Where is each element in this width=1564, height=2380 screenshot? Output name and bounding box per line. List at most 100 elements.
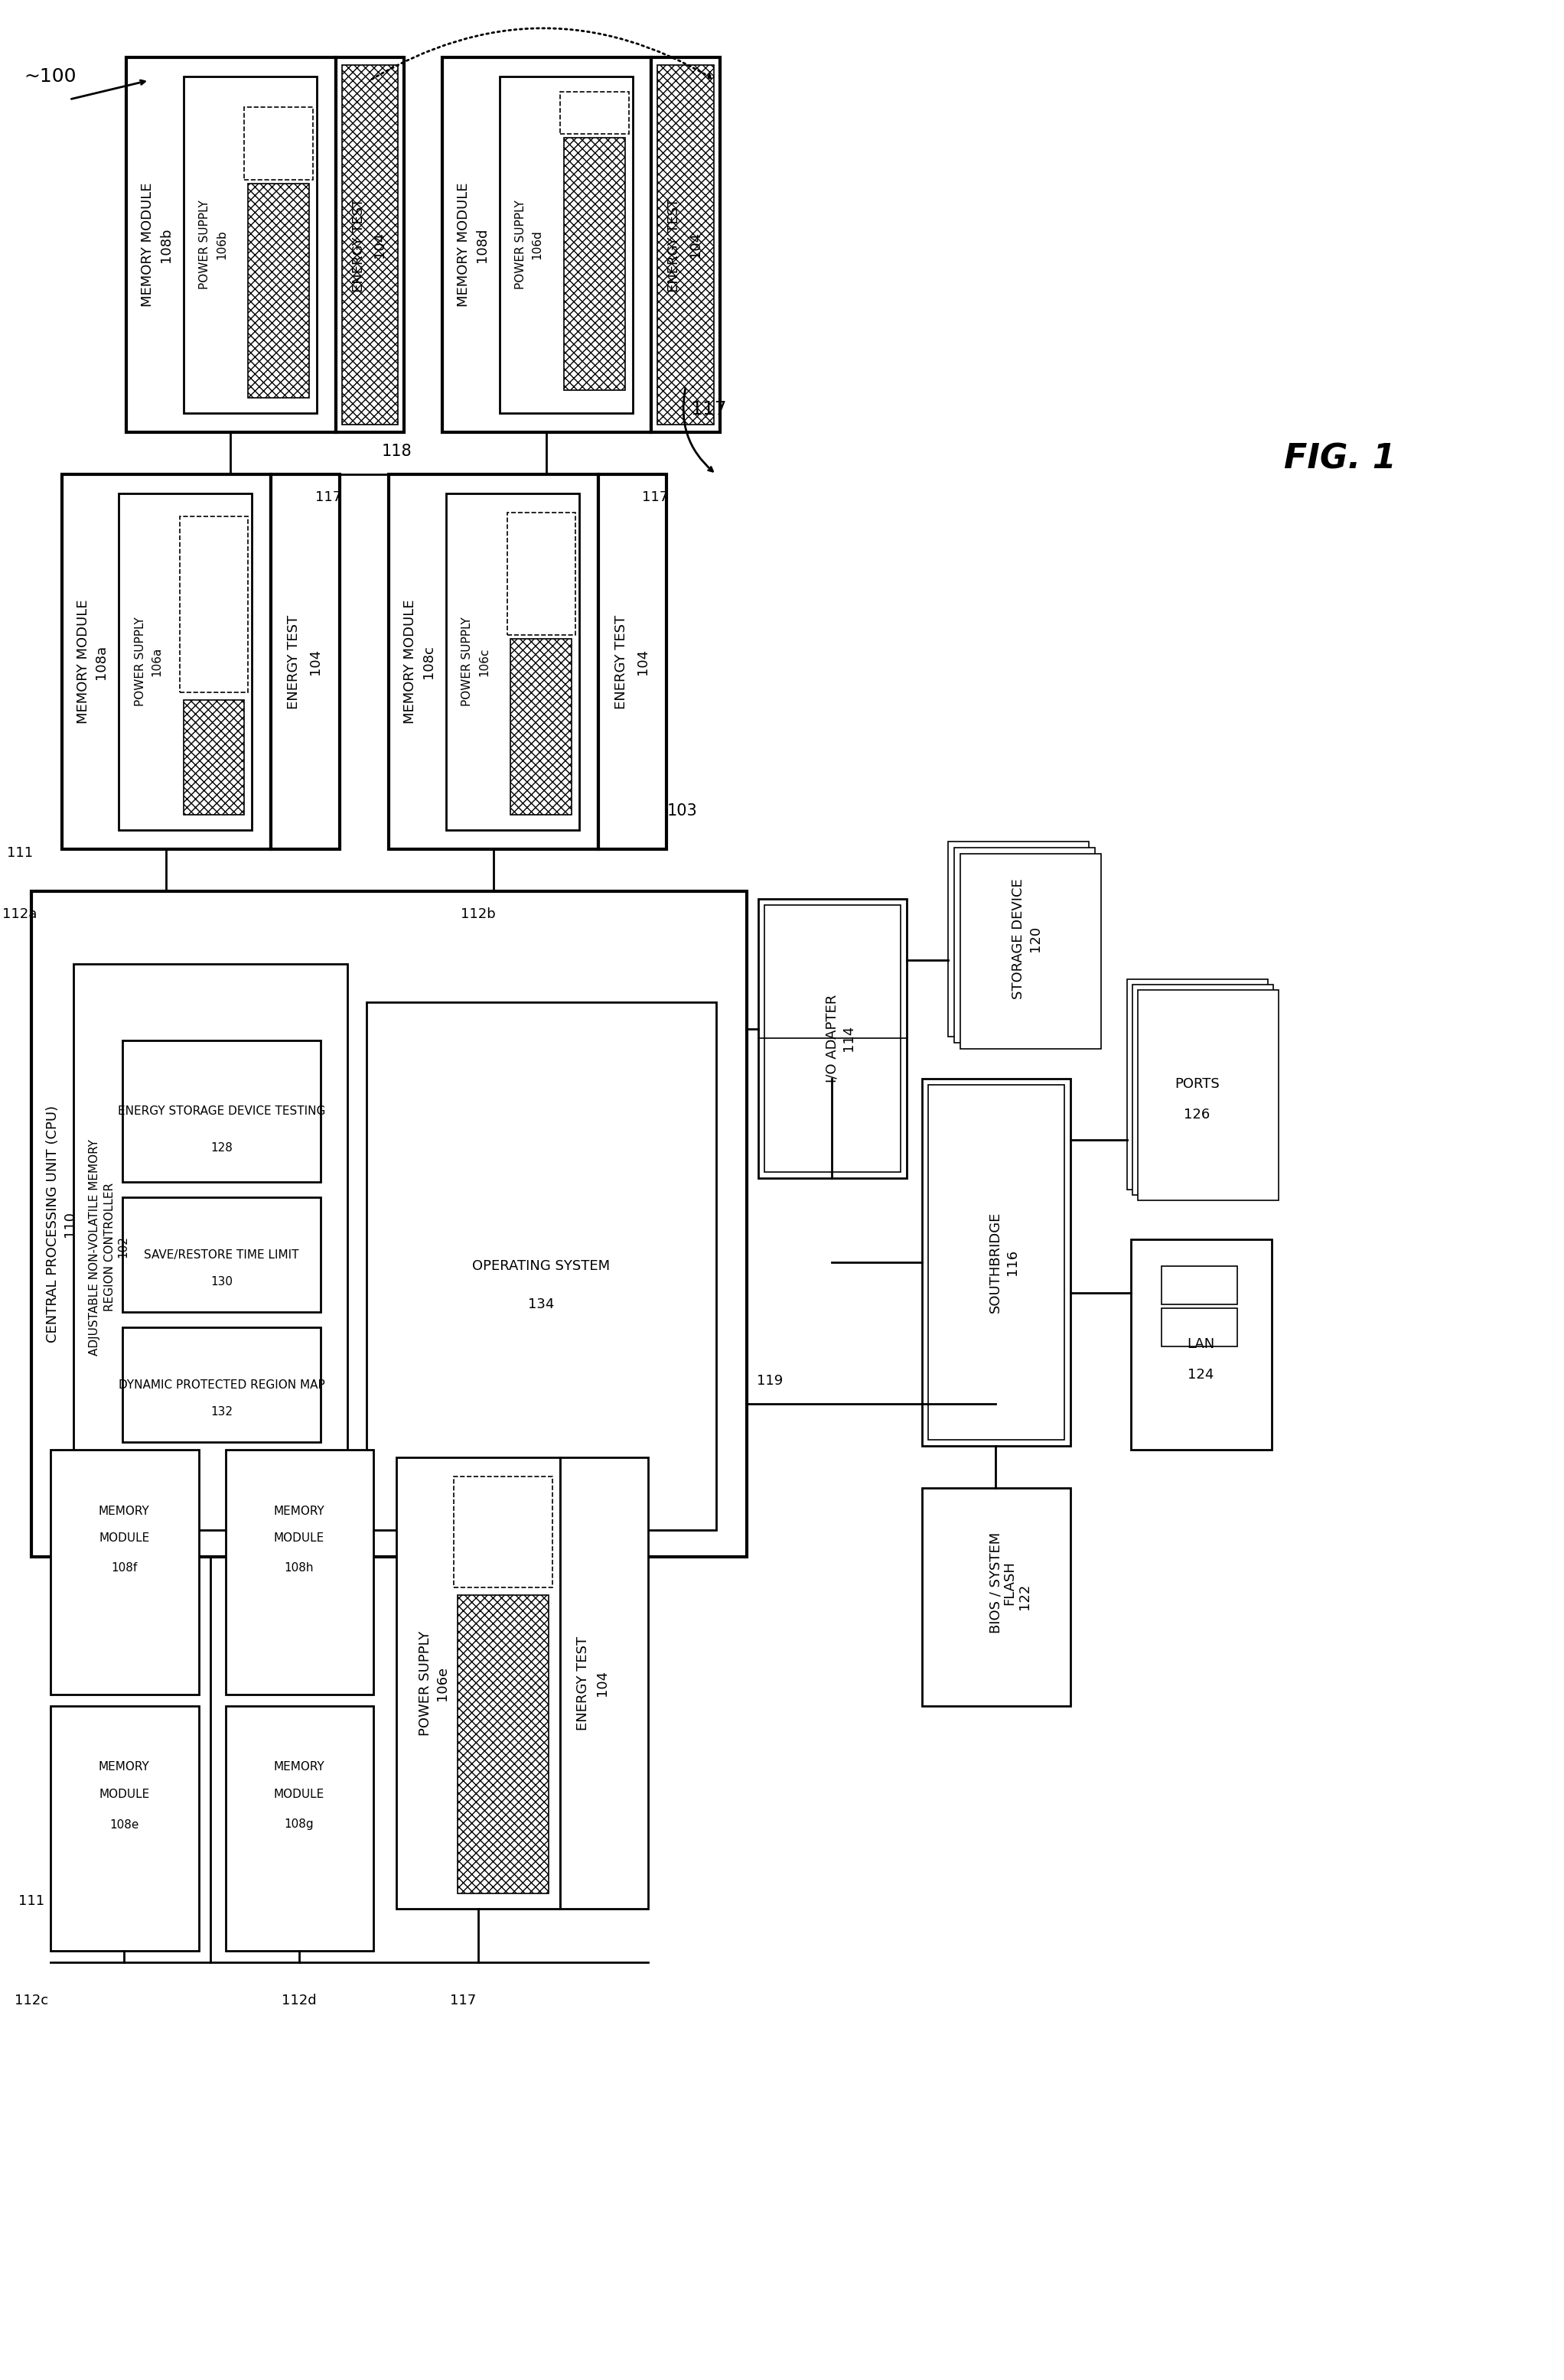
Text: STORAGE DEVICE: STORAGE DEVICE	[1012, 878, 1026, 1000]
Bar	[1162, 1266, 1237, 1304]
Text: ENERGY TEST: ENERGY TEST	[615, 614, 629, 709]
Bar	[765, 904, 901, 1171]
Text: I/O ADAPTER: I/O ADAPTER	[824, 995, 838, 1083]
Text: POWER SUPPLY: POWER SUPPLY	[419, 1630, 432, 1735]
Text: 106b: 106b	[216, 231, 227, 259]
Text: 106e: 106e	[435, 1666, 449, 1699]
Bar	[74, 964, 347, 1530]
Bar	[122, 1328, 321, 1442]
Text: 114: 114	[841, 1026, 856, 1052]
Text: FLASH: FLASH	[1003, 1561, 1017, 1604]
Text: MEMORY: MEMORY	[99, 1761, 150, 1773]
Text: ENERGY TEST: ENERGY TEST	[286, 614, 300, 709]
Text: 112b: 112b	[460, 907, 496, 921]
Text: MEMORY MODULE: MEMORY MODULE	[77, 600, 91, 724]
Text: MODULE: MODULE	[99, 1787, 150, 1799]
Text: SOUTHBRIDGE: SOUTHBRIDGE	[988, 1211, 1003, 1314]
Text: 132: 132	[211, 1407, 233, 1416]
Text: POWER SUPPLY: POWER SUPPLY	[199, 200, 211, 290]
Bar	[50, 1706, 199, 1952]
Bar	[183, 700, 244, 814]
Text: ENERGY TEST: ENERGY TEST	[576, 1635, 590, 1730]
Text: 106a: 106a	[152, 647, 163, 676]
Bar	[183, 76, 316, 414]
Bar	[927, 1085, 1064, 1440]
Text: 103: 103	[666, 804, 698, 819]
Bar	[1132, 985, 1273, 1195]
Bar	[249, 183, 310, 397]
Text: MEMORY MODULE: MEMORY MODULE	[457, 183, 471, 307]
Text: PORTS: PORTS	[1175, 1078, 1220, 1090]
Text: BIOS / SYSTEM: BIOS / SYSTEM	[988, 1533, 1003, 1633]
Text: 108e: 108e	[109, 1818, 139, 1830]
Bar	[954, 847, 1095, 1042]
Bar	[271, 474, 339, 850]
Text: 104: 104	[372, 231, 386, 257]
Bar	[921, 1078, 1070, 1447]
Bar	[61, 474, 271, 850]
Bar	[507, 512, 576, 635]
Bar	[560, 93, 629, 133]
Text: 111: 111	[6, 847, 33, 859]
Text: 110: 110	[63, 1211, 77, 1238]
Bar	[366, 1002, 716, 1530]
Text: 112c: 112c	[14, 1994, 48, 2006]
Bar	[560, 1457, 647, 1909]
Bar	[921, 1488, 1070, 1706]
Text: 104: 104	[635, 650, 649, 676]
Text: 134: 134	[529, 1297, 554, 1311]
Text: POWER SUPPLY: POWER SUPPLY	[461, 616, 472, 707]
Text: CENTRAL PROCESSING UNIT (CPU): CENTRAL PROCESSING UNIT (CPU)	[45, 1104, 59, 1342]
Text: 111: 111	[19, 1894, 44, 1909]
Bar	[122, 1040, 321, 1183]
Bar	[336, 57, 404, 433]
Text: POWER SUPPLY: POWER SUPPLY	[515, 200, 527, 290]
Text: 116: 116	[1006, 1250, 1020, 1276]
Bar	[127, 57, 336, 433]
Bar	[511, 638, 571, 814]
Text: MEMORY MODULE: MEMORY MODULE	[141, 183, 155, 307]
Bar	[122, 1197, 321, 1311]
Text: 108a: 108a	[94, 645, 108, 678]
Bar	[31, 890, 746, 1557]
Bar	[759, 900, 907, 1178]
Text: 119: 119	[757, 1373, 782, 1388]
Text: 117: 117	[314, 490, 341, 505]
Bar	[652, 57, 719, 433]
Text: ENERGY TEST: ENERGY TEST	[352, 198, 366, 293]
Text: ENERGY TEST: ENERGY TEST	[668, 198, 682, 293]
Bar	[1162, 1309, 1237, 1347]
Text: 122: 122	[1018, 1583, 1031, 1609]
Text: LAN: LAN	[1187, 1338, 1215, 1352]
Bar	[565, 138, 626, 390]
Bar	[443, 57, 652, 433]
Bar	[657, 64, 713, 424]
Text: DYNAMIC PROTECTED REGION MAP: DYNAMIC PROTECTED REGION MAP	[119, 1378, 325, 1390]
Bar	[499, 76, 632, 414]
Text: 108f: 108f	[111, 1564, 138, 1573]
Text: 128: 128	[211, 1142, 233, 1154]
Bar	[446, 493, 579, 831]
Text: OPERATING SYSTEM: OPERATING SYSTEM	[472, 1259, 610, 1273]
Text: 104: 104	[596, 1671, 608, 1697]
Text: 102: 102	[117, 1235, 130, 1259]
Text: 130: 130	[211, 1276, 233, 1288]
Text: 104: 104	[308, 650, 322, 676]
Text: ADJUSTABLE NON-VOLATILE MEMORY: ADJUSTABLE NON-VOLATILE MEMORY	[89, 1138, 100, 1354]
Text: REGION CONTROLLER: REGION CONTROLLER	[103, 1183, 116, 1311]
Text: MEMORY MODULE: MEMORY MODULE	[404, 600, 418, 724]
Text: 108g: 108g	[285, 1818, 314, 1830]
Text: POWER SUPPLY: POWER SUPPLY	[135, 616, 145, 707]
Bar	[397, 1457, 560, 1909]
Bar	[1139, 990, 1279, 1200]
Text: MEMORY: MEMORY	[274, 1761, 325, 1773]
Text: 112a: 112a	[3, 907, 38, 921]
Text: 108b: 108b	[160, 228, 174, 262]
Bar	[244, 107, 313, 181]
Text: 108d: 108d	[475, 228, 488, 262]
Bar	[225, 1706, 374, 1952]
Bar	[180, 516, 249, 693]
Bar	[389, 474, 599, 850]
Text: 126: 126	[1184, 1107, 1211, 1121]
Text: MEMORY: MEMORY	[99, 1504, 150, 1516]
